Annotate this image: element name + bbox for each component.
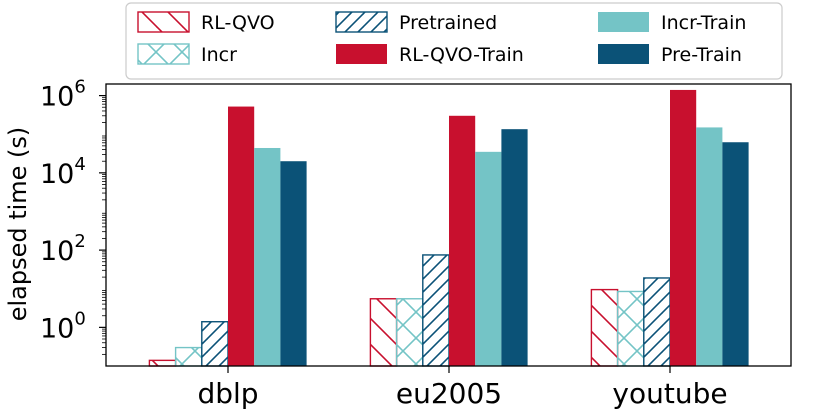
bar-rl-qvo-train-youtube: [670, 89, 697, 366]
legend-label-rl-qvo-train: RL-QVO-Train: [399, 44, 524, 66]
legend-swatch-incr: [137, 43, 190, 65]
x-axis: dblp eu2005 youtube: [197, 366, 728, 410]
legend-swatch-incr-train: [598, 12, 649, 32]
bar-pretrained-dblp: [201, 321, 229, 367]
bar-rl-qvo-train-eu2005: [449, 115, 476, 366]
bar-incr-train-dblp: [254, 147, 281, 366]
legend-label-pretrained: Pretrained: [399, 12, 497, 34]
legend-swatch-pre-train: [598, 44, 649, 64]
bars-layer: [148, 89, 749, 367]
bar-pre-train-dblp: [280, 161, 307, 366]
y-axis: 100 102 104 106: [40, 77, 106, 355]
bar-incr-eu2005: [395, 298, 424, 367]
bar-incr-train-youtube: [696, 127, 723, 366]
bar-rl-qvo-dblp: [148, 359, 177, 367]
y-tick-label: 106: [40, 77, 86, 113]
legend-label-incr-train: Incr-Train: [661, 12, 746, 34]
legend-swatch-rl-qvo: [137, 11, 190, 33]
bar-pre-train-eu2005: [501, 129, 528, 366]
bar-rl-qvo-eu2005: [369, 298, 398, 367]
bar-incr-train-eu2005: [475, 151, 502, 366]
legend-label-pre-train: Pre-Train: [661, 44, 742, 66]
legend-swatch-pretrained: [335, 11, 388, 33]
x-tick-label: youtube: [612, 377, 727, 410]
y-tick-label: 104: [40, 154, 86, 190]
bar-pretrained-youtube: [643, 277, 671, 367]
y-tick-label: 100: [40, 308, 86, 344]
bar-incr-dblp: [174, 346, 203, 367]
legend-label-incr: Incr: [201, 44, 237, 66]
bar-pre-train-youtube: [722, 142, 749, 366]
legend: RL-QVO Incr Pretrained RL-QVO-Train Incr-Tra…: [125, 2, 783, 80]
y-tick-label: 102: [40, 231, 86, 267]
x-tick-label: eu2005: [396, 377, 502, 410]
bar-incr-youtube: [616, 290, 645, 367]
x-tick-label: dblp: [197, 377, 258, 410]
y-axis-label: elapsed time (s): [4, 127, 32, 322]
legend-label-rl-qvo: RL-QVO: [201, 12, 275, 34]
bar-rl-qvo-train-dblp: [228, 106, 255, 366]
legend-swatch-rl-qvo-train: [336, 44, 387, 64]
bar-rl-qvo-youtube: [590, 288, 619, 367]
bar-pretrained-eu2005: [422, 254, 450, 367]
